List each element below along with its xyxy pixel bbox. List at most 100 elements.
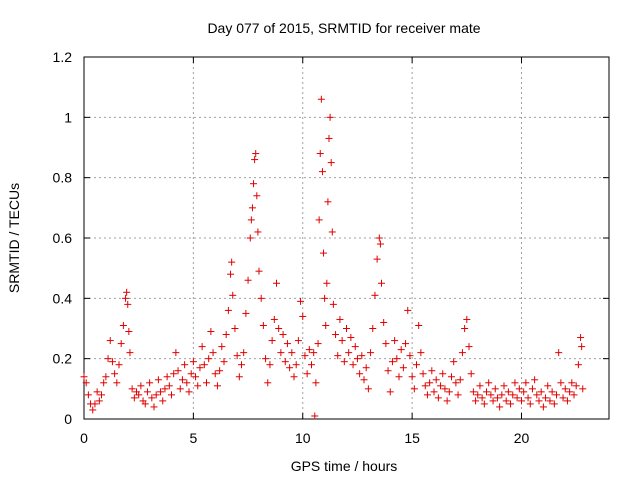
y-axis-label: SRMTID / TECUs (6, 183, 22, 293)
data-point (572, 382, 580, 390)
data-point (561, 385, 569, 393)
data-point (537, 388, 545, 396)
data-point (566, 388, 574, 396)
data-point (553, 391, 560, 399)
data-point (364, 385, 372, 393)
data-point (393, 355, 401, 363)
data-point (104, 355, 112, 363)
data-point (178, 376, 186, 384)
data-point (579, 385, 587, 393)
data-point (146, 379, 154, 387)
data-point (286, 364, 294, 372)
data-point (437, 382, 445, 390)
data-point (115, 361, 123, 369)
data-point (172, 349, 180, 357)
data-point (137, 382, 145, 390)
data-point (544, 382, 552, 390)
data-point (454, 391, 462, 399)
data-point (122, 294, 130, 302)
data-point (578, 343, 586, 351)
data-point (515, 385, 523, 393)
data-point (382, 340, 390, 348)
data-point (577, 334, 585, 342)
data-point (535, 397, 543, 405)
data-point (316, 150, 324, 158)
data-point (176, 385, 184, 393)
data-point (485, 379, 493, 387)
data-point (367, 349, 375, 357)
data-point (224, 306, 232, 314)
data-point (349, 361, 357, 369)
data-point (187, 370, 195, 378)
data-point (130, 394, 138, 402)
data-point (369, 325, 377, 332)
data-point (259, 321, 267, 329)
data-point (315, 216, 323, 224)
y-tick-label: 0 (64, 411, 72, 427)
data-point (277, 349, 285, 357)
data-point (465, 343, 473, 351)
data-point (386, 388, 394, 396)
data-point (108, 358, 116, 366)
data-point (376, 240, 384, 248)
data-point (119, 321, 127, 329)
data-point (244, 276, 252, 284)
data-point (310, 349, 318, 357)
data-point (247, 216, 255, 224)
grid-lines (84, 57, 609, 419)
data-point (496, 403, 504, 411)
data-point (270, 315, 278, 323)
data-point (318, 168, 326, 176)
data-point (469, 388, 477, 396)
data-point (312, 379, 320, 387)
data-point (183, 379, 191, 387)
data-point (93, 388, 101, 396)
data-point (311, 412, 319, 420)
data-point (297, 297, 305, 305)
data-point (448, 373, 455, 381)
data-point (399, 364, 407, 372)
data-point (340, 358, 348, 366)
data-point (358, 352, 366, 360)
data-point (209, 349, 217, 357)
data-point (410, 385, 418, 393)
data-point (238, 361, 245, 369)
data-point (351, 343, 359, 351)
data-point (168, 391, 175, 399)
data-point (489, 397, 497, 405)
data-point (235, 373, 243, 381)
data-point (327, 159, 335, 167)
data-point (526, 400, 534, 408)
data-point (290, 373, 298, 381)
data-point (548, 388, 556, 396)
data-point (441, 385, 449, 393)
y-tick-label: 0.8 (53, 170, 73, 186)
data-point (423, 391, 431, 399)
data-point (430, 388, 438, 396)
x-tick-label: 20 (514, 430, 530, 446)
data-point (294, 337, 302, 345)
data-point (426, 379, 434, 387)
data-point (205, 355, 213, 363)
data-point (111, 370, 119, 378)
data-point (305, 346, 313, 354)
data-point (360, 376, 368, 384)
data-point (415, 321, 423, 329)
data-point (345, 349, 353, 357)
data-point (467, 370, 475, 378)
data-point (91, 400, 99, 408)
data-point (546, 397, 554, 405)
data-point (522, 379, 530, 387)
data-point (443, 397, 451, 405)
data-point (326, 113, 334, 121)
data-point (228, 258, 236, 266)
data-point (456, 376, 464, 384)
data-point (347, 334, 355, 342)
data-point (250, 180, 258, 188)
data-point (408, 373, 416, 381)
data-point (253, 192, 261, 200)
data-point (402, 340, 410, 348)
data-point (404, 306, 412, 314)
data-point (281, 358, 289, 366)
data-point (141, 400, 149, 408)
